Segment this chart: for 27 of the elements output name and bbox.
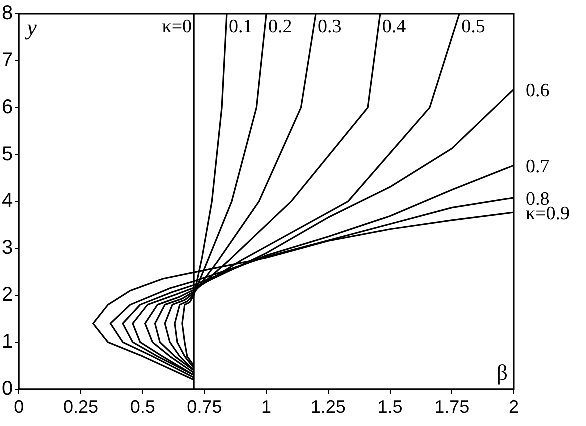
x-tick-label: 2 [508,397,520,418]
x-tick-label: 1.5 [378,397,403,418]
series-label: 0.1 [228,16,253,38]
series-label: κ=0 [162,16,192,38]
x-tick-label: 0.75 [187,397,222,418]
y-tick-label: 3 [2,237,14,260]
y-tick-label: 5 [2,143,14,166]
x-tick-label: 1.75 [434,397,470,418]
series-label: 0.4 [382,16,407,38]
y-tick-label: 2 [2,284,14,306]
y-tick-label: 4 [2,190,14,212]
y-tick-label: 8 [2,2,14,25]
x-tick-label: 1.25 [310,397,346,418]
series-label: 0.5 [462,16,486,38]
x-axis-title: β [496,360,508,386]
x-tick-label: 0.5 [130,397,156,418]
y-tick-label: 1 [2,330,14,353]
series-label: 0.6 [526,80,550,102]
y-tick-label: 6 [2,96,14,118]
y-axis-title: y [25,14,38,40]
y-tick-label: 7 [2,49,14,72]
series-label: 0.3 [318,16,342,38]
x-tick-label: 0.25 [63,397,99,418]
series-label: 0.2 [268,16,292,38]
series-label: 0.7 [526,156,550,178]
x-tick-label: 1 [262,397,272,418]
y-tick-label: 0 [2,378,14,400]
